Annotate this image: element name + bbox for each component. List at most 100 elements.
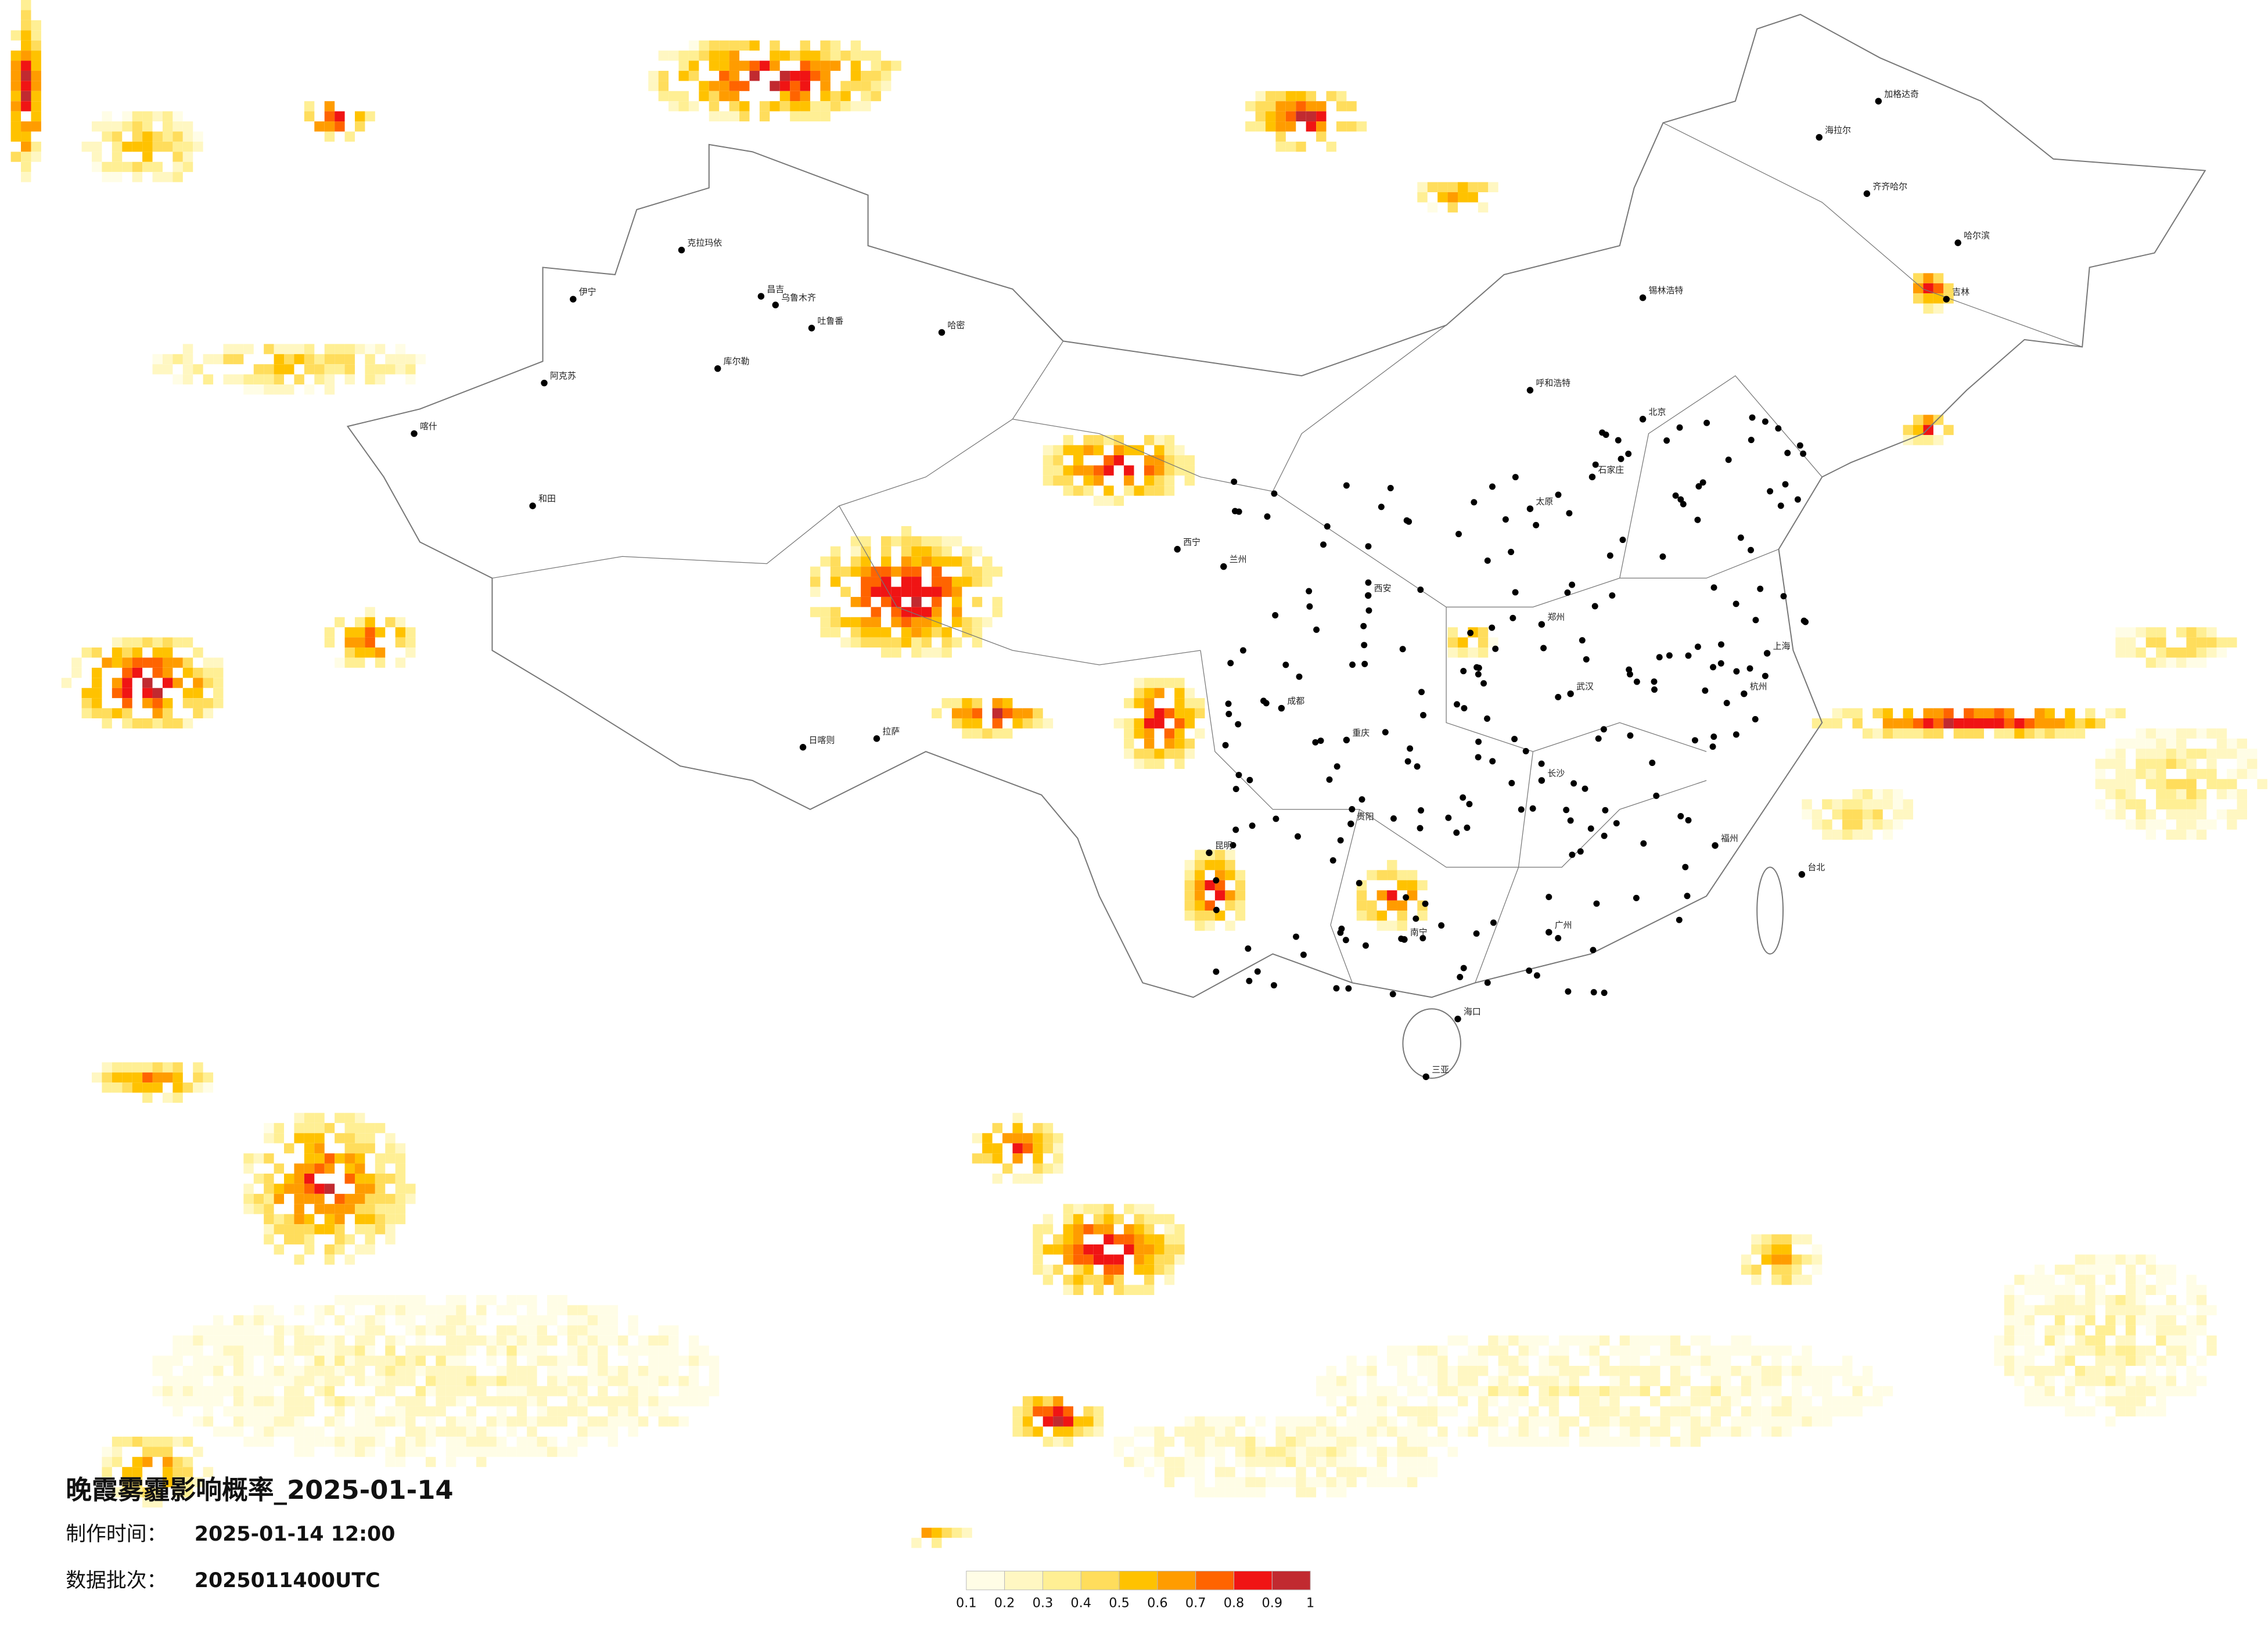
- heat-cell: [1751, 1366, 1762, 1376]
- heat-cell: [901, 587, 912, 597]
- heat-cell: [962, 566, 972, 577]
- city-dot: [714, 365, 721, 372]
- heat-cell: [840, 617, 851, 628]
- heat-cell: [1326, 1416, 1336, 1427]
- city-dot: [1676, 424, 1683, 431]
- heat-cell: [1367, 1467, 1377, 1477]
- heat-cell: [699, 81, 709, 91]
- heat-cell: [921, 587, 932, 597]
- heat-cell: [1822, 1396, 1832, 1406]
- heat-cell: [547, 1305, 558, 1315]
- heat-cell: [344, 1325, 355, 1336]
- heat-cell: [921, 556, 932, 567]
- heat-cell: [1367, 870, 1377, 880]
- heat-cell: [1326, 1396, 1336, 1406]
- heat-cell: [1417, 1426, 1428, 1437]
- heat-cell: [880, 566, 892, 577]
- heat-cell: [1053, 1426, 1063, 1437]
- heat-cell: [264, 384, 274, 395]
- heat-cell: [335, 364, 345, 375]
- heat-cell: [668, 1335, 679, 1346]
- heat-cell: [1195, 850, 1205, 860]
- heat-cell: [425, 1346, 436, 1356]
- heat-cell: [365, 1447, 375, 1457]
- heat-cell: [1397, 1426, 1407, 1437]
- heat-cell: [527, 1447, 537, 1457]
- heat-cell: [2085, 1335, 2096, 1346]
- heat-cell: [1164, 475, 1175, 486]
- city-dot: [1733, 668, 1740, 675]
- heat-cell: [2156, 1376, 2166, 1386]
- heat-cell: [1417, 1386, 1428, 1397]
- heat-cell: [719, 70, 729, 81]
- heat-cell: [1184, 1447, 1195, 1457]
- heat-cell: [1033, 1133, 1043, 1143]
- heat-cell: [1650, 1436, 1660, 1447]
- heat-cell: [1862, 819, 1873, 830]
- heat-cell: [1508, 1396, 1519, 1406]
- heat-cell: [1923, 415, 1933, 425]
- heat-cell: [2216, 738, 2227, 749]
- heat-cell: [365, 1295, 375, 1305]
- city-dot: [678, 246, 685, 254]
- heat-cell: [2186, 1285, 2197, 1296]
- heat-cell: [2085, 1295, 2096, 1305]
- heat-cell: [1134, 1447, 1144, 1457]
- heat-cell: [1336, 1426, 1347, 1437]
- heat-cell: [335, 1396, 345, 1406]
- heat-cell: [415, 1355, 426, 1366]
- heat-cell: [1033, 1123, 1043, 1134]
- heat-cell: [1326, 1376, 1336, 1386]
- heat-cell: [2196, 1376, 2207, 1386]
- heat-cell: [1690, 1355, 1701, 1366]
- heat-cell: [354, 1193, 365, 1204]
- heat-cell: [365, 1325, 375, 1336]
- heat-cell: [31, 152, 41, 162]
- heat-cell: [132, 657, 143, 668]
- heat-cell: [132, 1436, 143, 1447]
- heat-cell: [395, 1436, 406, 1447]
- heat-cell: [425, 1436, 436, 1447]
- heat-cell: [1063, 1426, 1073, 1437]
- heat-cell: [142, 657, 153, 668]
- heat-cell: [1306, 1456, 1317, 1467]
- heat-cell: [354, 1447, 365, 1457]
- city-dot: [1300, 951, 1307, 958]
- heat-cell: [1184, 708, 1195, 718]
- heat-cell: [911, 546, 922, 557]
- heat-cell: [92, 1072, 102, 1083]
- heat-cell: [122, 647, 132, 658]
- city-dot: [1609, 592, 1616, 599]
- heat-cell: [1650, 1396, 1660, 1406]
- city-dot: [1613, 820, 1620, 827]
- heat-cell: [314, 1335, 325, 1346]
- heat-cell: [2014, 718, 2025, 729]
- heat-cell: [172, 1072, 183, 1083]
- city-dot: [1526, 387, 1534, 394]
- heat-cell: [932, 536, 942, 546]
- heat-cell: [2125, 769, 2136, 779]
- heat-cell: [951, 708, 962, 718]
- heat-cell: [719, 111, 729, 122]
- heat-cell: [2125, 1325, 2136, 1336]
- city-label: 石家庄: [1598, 465, 1624, 475]
- heat-cell: [2085, 1285, 2096, 1296]
- heat-cell: [1427, 182, 1438, 193]
- heat-cell: [314, 1386, 325, 1397]
- heat-cell: [1458, 1376, 1468, 1386]
- heat-cell: [1093, 465, 1104, 476]
- heat-cell: [142, 1062, 153, 1073]
- heat-cell: [496, 1386, 507, 1397]
- heat-cell: [547, 1295, 558, 1305]
- heat-cell: [304, 1234, 315, 1244]
- heat-cell: [162, 1062, 173, 1073]
- heat-cell: [1195, 1456, 1205, 1467]
- heat-cell: [2166, 809, 2176, 820]
- heat-cell: [1336, 1447, 1347, 1457]
- heat-cell: [1720, 1355, 1731, 1366]
- heat-cell: [1154, 1214, 1164, 1225]
- heat-cell: [1872, 1396, 1883, 1406]
- heat-cell: [284, 1234, 294, 1244]
- heat-cell: [2115, 799, 2126, 810]
- heat-cell: [1043, 1123, 1054, 1134]
